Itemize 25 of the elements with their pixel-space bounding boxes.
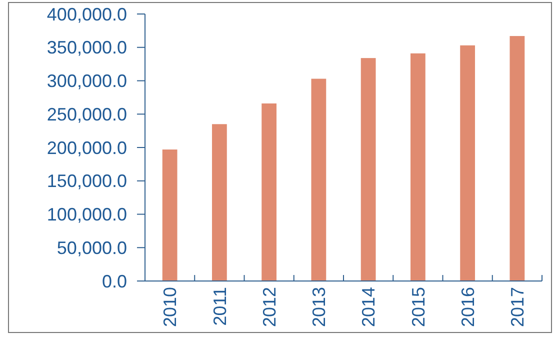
x-tick-label: 2016 <box>458 287 478 328</box>
y-tick-label: 100,000.0 <box>46 204 127 225</box>
y-tick-label: 400,000.0 <box>46 4 127 24</box>
bar <box>410 53 426 281</box>
x-tick-label: 2015 <box>408 287 428 328</box>
y-tick-label: 150,000.0 <box>46 171 127 192</box>
y-tick-label: 350,000.0 <box>46 38 127 58</box>
bar <box>212 124 227 281</box>
y-tick-label: 300,000.0 <box>46 71 127 92</box>
bar <box>311 78 326 281</box>
bar <box>360 58 376 281</box>
y-tick-label: 50,000.0 <box>56 238 127 258</box>
bar <box>262 103 277 281</box>
bar <box>162 150 178 281</box>
x-tick-label: 2012 <box>259 287 280 328</box>
x-tick-label: 2017 <box>507 287 528 328</box>
y-tick-label: 250,000.0 <box>46 104 127 124</box>
x-tick-label: 2010 <box>160 287 180 328</box>
x-tick-label: 2014 <box>358 287 379 328</box>
x-tick-label: 2011 <box>210 287 230 326</box>
y-tick-label: 200,000.0 <box>46 138 127 158</box>
bar <box>510 36 525 281</box>
y-tick-label: 0.0 <box>102 271 127 292</box>
bar <box>460 45 476 281</box>
x-tick-label: 2013 <box>308 287 329 328</box>
